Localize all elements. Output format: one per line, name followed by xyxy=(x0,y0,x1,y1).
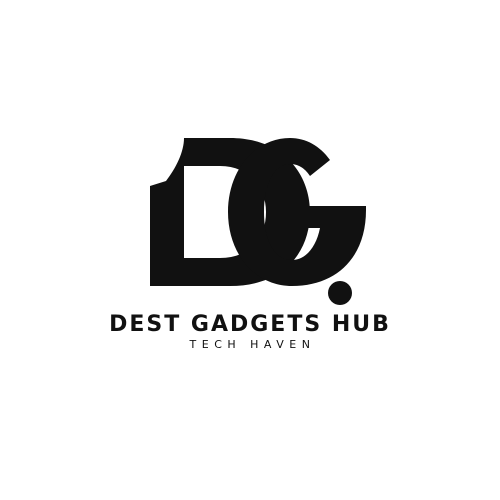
logo-dot-shape xyxy=(328,281,352,305)
brand-name: DEST GADGETS HUB xyxy=(109,312,391,337)
tagline: TECH HAVEN xyxy=(189,338,316,351)
letter-g-shape xyxy=(228,138,366,286)
